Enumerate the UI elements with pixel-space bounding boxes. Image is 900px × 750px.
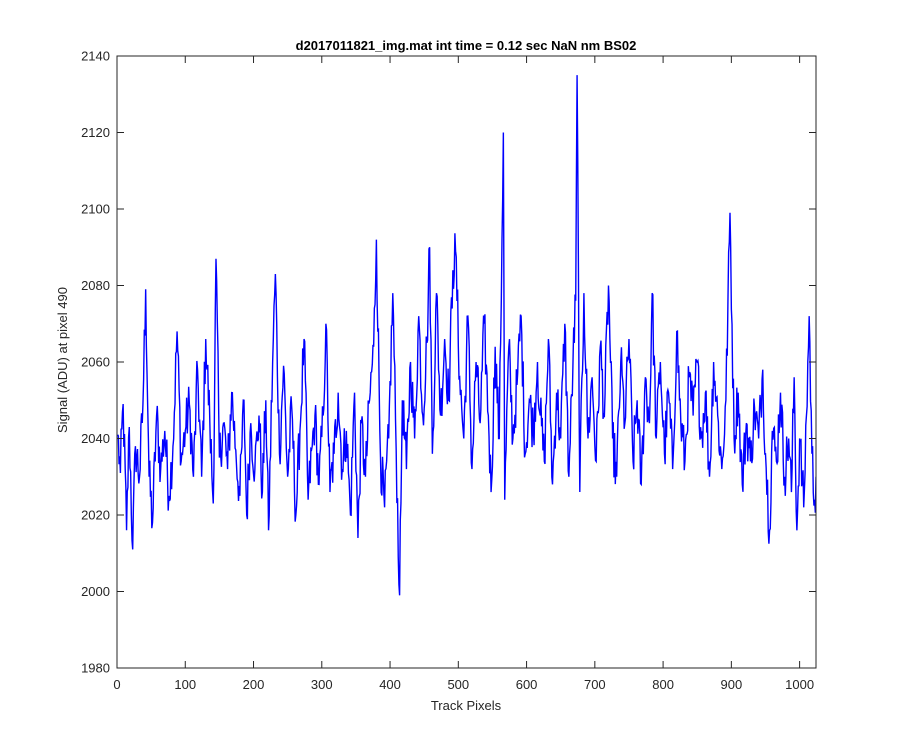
x-tick-label: 200: [243, 677, 265, 692]
y-tick-label: 2060: [81, 355, 110, 370]
x-tick-label: 700: [584, 677, 606, 692]
y-axis-label: Signal (ADU) at pixel 490: [55, 287, 70, 433]
x-tick-label: 800: [652, 677, 674, 692]
y-tick-label: 2080: [81, 278, 110, 293]
x-tick-label: 300: [311, 677, 333, 692]
x-tick-label: 600: [516, 677, 538, 692]
x-tick-label: 900: [721, 677, 743, 692]
signal-series-line: [117, 75, 816, 596]
x-tick-label: 1000: [785, 677, 814, 692]
x-tick-label: 100: [174, 677, 196, 692]
x-axis-label: Track Pixels: [431, 698, 502, 713]
x-tick-label: 0: [113, 677, 120, 692]
y-tick-label: 2020: [81, 508, 110, 523]
chart-title: d2017011821_img.mat int time = 0.12 sec …: [296, 38, 637, 53]
x-tick-label: 400: [379, 677, 401, 692]
y-tick-label: 2100: [81, 202, 110, 217]
y-tick-label: 1980: [81, 661, 110, 676]
y-tick-label: 2120: [81, 125, 110, 140]
plot-area: [116, 55, 817, 669]
y-tick-label: 2140: [81, 49, 110, 64]
x-axis-ticks: 0 100 200 300 400 500 600 700 800 900 1000: [113, 56, 814, 692]
y-tick-label: 2040: [81, 431, 110, 446]
x-tick-label: 500: [447, 677, 469, 692]
y-tick-label: 2000: [81, 584, 110, 599]
y-axis-ticks: 1980 2000 2020 2040 2060 2080 2100 2120 2140: [81, 49, 816, 676]
